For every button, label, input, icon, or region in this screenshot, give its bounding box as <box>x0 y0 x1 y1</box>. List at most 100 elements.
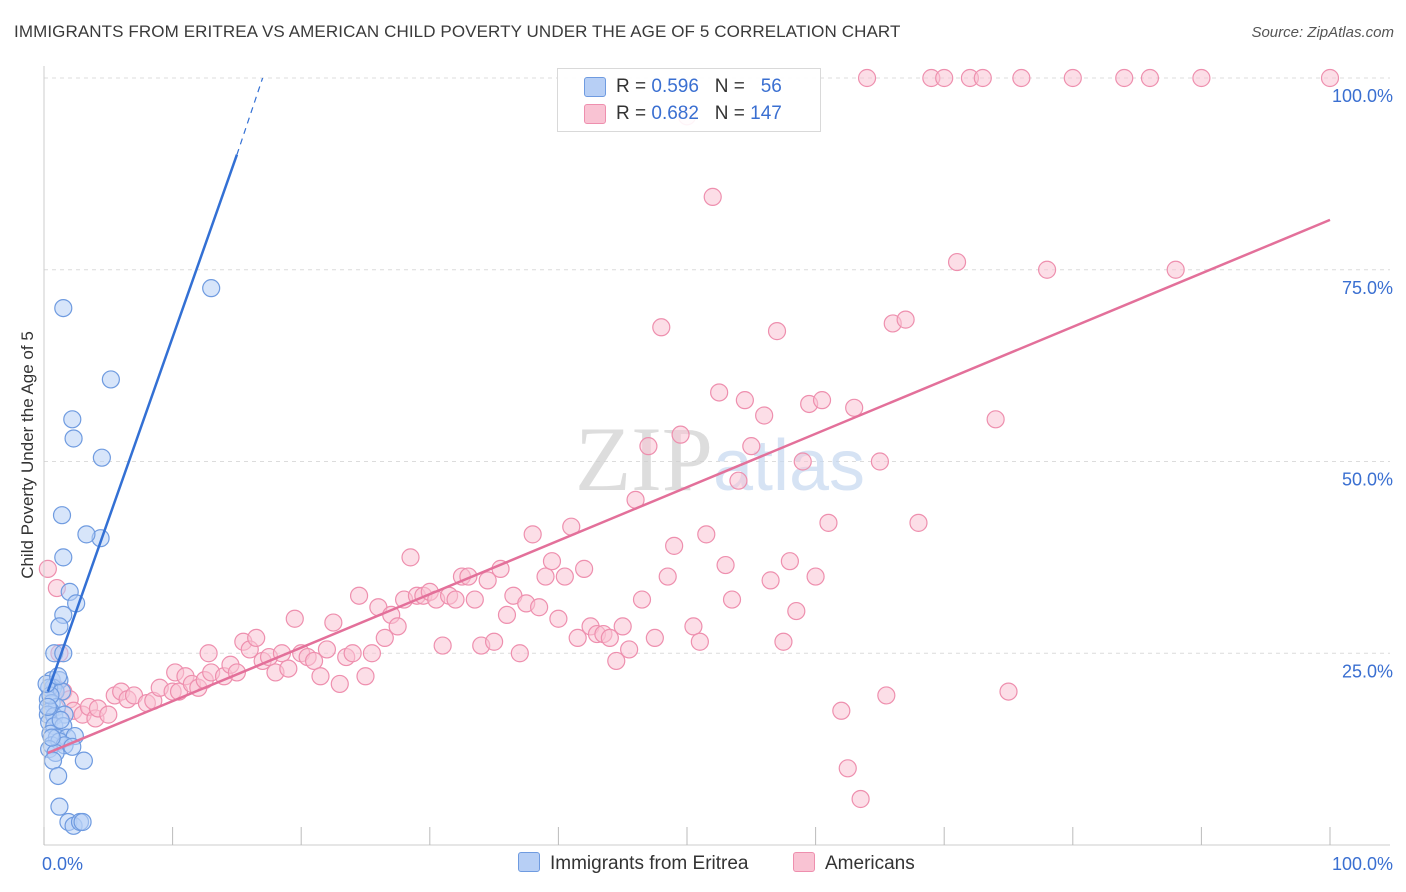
point-americans <box>542 552 562 571</box>
point-americans <box>1063 68 1082 88</box>
point-americans <box>530 598 549 617</box>
point-americans <box>1166 260 1185 279</box>
legend: R = 0.596 N = 56 R = 0.682 N = 147 <box>557 68 821 132</box>
point-americans <box>1140 68 1160 88</box>
point-americans <box>600 628 619 648</box>
legend-swatch-eritrea <box>584 77 606 97</box>
point-americans <box>285 609 304 628</box>
point-americans <box>485 632 504 651</box>
y-tick-label: 75.0% <box>1342 278 1393 298</box>
point-americans <box>38 559 57 578</box>
point-americans <box>896 310 915 329</box>
point-americans <box>607 651 626 671</box>
point-americans <box>549 609 568 628</box>
point-americans <box>433 636 452 655</box>
trendline-eritrea <box>46 154 239 693</box>
point-americans <box>658 567 677 586</box>
point-eritrea <box>64 429 83 448</box>
y-tick-label: 100.0% <box>1332 86 1393 106</box>
point-eritrea <box>50 797 69 816</box>
point-eritrea <box>50 617 69 636</box>
point-americans <box>1012 68 1031 88</box>
point-americans <box>845 398 864 417</box>
point-americans <box>652 318 671 337</box>
point-americans <box>665 536 684 555</box>
point-americans <box>909 513 928 532</box>
point-americans <box>697 525 716 544</box>
point-americans <box>716 555 735 575</box>
bottom-legend-swatch-americans <box>793 852 815 872</box>
point-eritrea <box>73 812 92 832</box>
point-americans <box>510 644 529 663</box>
point-americans <box>819 513 838 532</box>
point-eritrea <box>43 751 63 770</box>
point-americans <box>793 452 812 471</box>
point-americans <box>324 613 343 632</box>
point-americans <box>536 567 555 586</box>
y-tick-label: 50.0% <box>1342 470 1393 490</box>
legend-r-value: 0.596 <box>651 76 699 97</box>
source-label: Source: ZipAtlas.com <box>1251 24 1394 41</box>
trend-lines <box>46 77 1331 755</box>
watermark-zip: ZIP <box>575 408 713 510</box>
point-eritrea <box>42 728 61 747</box>
point-americans <box>99 705 118 724</box>
point-americans <box>388 617 407 636</box>
legend-row-americans: R = 0.682 N = 147 <box>558 101 820 127</box>
point-americans <box>575 559 594 578</box>
point-americans <box>362 644 382 663</box>
point-americans <box>787 601 806 621</box>
trendline-americans <box>47 218 1331 755</box>
point-americans <box>311 667 330 686</box>
point-americans <box>684 617 703 636</box>
point-americans <box>317 640 337 659</box>
legend-n-value: 147 <box>750 103 782 124</box>
point-eritrea <box>92 448 111 467</box>
point-americans <box>690 632 709 651</box>
point-americans <box>755 406 774 425</box>
point-americans <box>973 68 992 88</box>
point-americans <box>851 789 870 809</box>
point-eritrea <box>101 370 120 389</box>
point-americans <box>349 586 369 605</box>
y-tick-label: 25.0% <box>1342 661 1393 681</box>
point-americans <box>478 571 497 590</box>
point-americans <box>639 437 658 456</box>
point-americans <box>832 701 851 720</box>
point-americans <box>304 651 324 671</box>
point-americans <box>812 391 832 410</box>
point-americans <box>774 632 793 651</box>
x-tick-label: 0.0% <box>42 854 83 874</box>
bottom-legend-eritrea: Immigrants from Eritrea <box>518 852 748 875</box>
eritrea-points <box>37 279 221 835</box>
point-eritrea <box>38 697 57 717</box>
point-eritrea <box>52 506 72 525</box>
point-americans <box>330 674 349 694</box>
point-eritrea <box>77 525 96 544</box>
point-americans <box>671 425 690 444</box>
point-americans <box>620 640 639 659</box>
point-americans <box>632 590 652 609</box>
point-americans <box>947 252 967 272</box>
point-americans <box>1320 68 1340 88</box>
point-americans <box>465 590 484 609</box>
legend-swatch-americans <box>584 104 606 124</box>
point-americans <box>375 628 394 648</box>
point-americans <box>710 383 729 402</box>
axes <box>43 66 1390 846</box>
point-americans <box>767 322 787 341</box>
point-americans <box>568 628 587 648</box>
legend-text-eritrea: R = 0.596 N = 56 <box>616 76 782 97</box>
point-eritrea <box>54 299 73 318</box>
point-americans <box>722 590 742 609</box>
point-eritrea <box>51 710 70 730</box>
bottom-legend-swatch-eritrea <box>518 852 540 872</box>
point-eritrea <box>54 548 73 567</box>
legend-r-value: 0.682 <box>651 103 699 124</box>
point-americans <box>761 571 780 590</box>
point-eritrea <box>74 751 93 770</box>
point-americans <box>343 644 362 663</box>
watermark: ZIPatlas <box>575 408 865 510</box>
point-americans <box>857 68 877 88</box>
